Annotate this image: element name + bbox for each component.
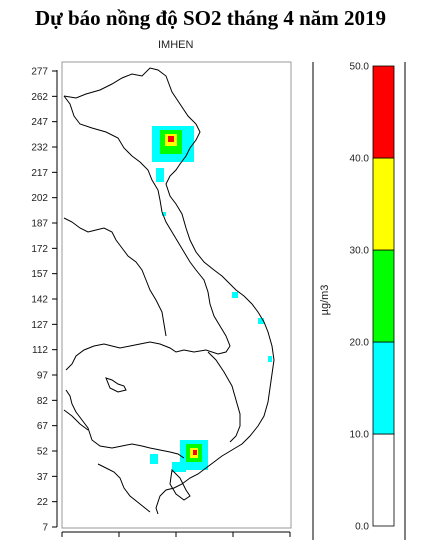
y-tick-label: 187 <box>31 219 48 230</box>
colorbar <box>372 65 395 527</box>
y-tick-label: 22 <box>37 497 49 508</box>
coastline-borders <box>63 67 275 515</box>
colorbar-level <box>372 65 395 159</box>
map-title: Dự báo nồng độ SO2 tháng 4 năm 2019 <box>34 6 387 30</box>
colorbar-ticks: 0.0 10.0 20.0 30.0 40.0 50.0 <box>350 62 370 533</box>
y-tick-label: 127 <box>31 320 48 331</box>
y-tick-label: 142 <box>31 295 48 306</box>
colorbar-tick-label: 0.0 <box>355 522 369 533</box>
so2-north-hotspot <box>152 126 194 182</box>
y-tick-label: 52 <box>37 447 49 458</box>
y-tick-label: 97 <box>37 371 49 382</box>
y-tick-label: 82 <box>37 396 49 407</box>
colorbar-tick-label: 50.0 <box>350 62 370 73</box>
map-subtitle: IMHEN <box>158 39 194 51</box>
y-tick-label: 37 <box>37 472 49 483</box>
y-tick-label: 247 <box>31 117 48 128</box>
y-tick-label: 67 <box>37 421 49 432</box>
y-tick-label: 277 <box>31 67 48 78</box>
colorbar-tick-label: 20.0 <box>350 338 370 349</box>
so2-south-hotspot <box>172 440 208 472</box>
colorbar-unit-label: µg/m3 <box>319 285 331 316</box>
colorbar-level <box>372 433 395 527</box>
y-tick-label: 112 <box>32 345 48 356</box>
x-axis-ticks <box>61 531 291 537</box>
y-tick-label: 157 <box>31 269 48 280</box>
y-tick-label: 232 <box>31 143 48 154</box>
so2-small-patches <box>150 212 272 464</box>
colorbar-level <box>372 157 395 251</box>
y-tick-label: 217 <box>31 168 48 179</box>
y-tick-label: 262 <box>31 92 48 103</box>
colorbar-level <box>372 341 395 435</box>
y-tick-label: 7 <box>42 523 48 534</box>
colorbar-tick-label: 30.0 <box>350 246 370 257</box>
colorbar-tick-label: 10.0 <box>350 430 370 441</box>
y-tick-label: 202 <box>31 193 48 204</box>
colorbar-tick-label: 40.0 <box>350 154 370 165</box>
colorbar-level <box>372 249 395 343</box>
y-tick-label: 172 <box>31 244 48 255</box>
map-frame <box>61 61 292 529</box>
y-axis-ticks: 7 22 37 52 67 82 97 112 127 142 157 172 187 202 217 232… <box>31 67 57 534</box>
